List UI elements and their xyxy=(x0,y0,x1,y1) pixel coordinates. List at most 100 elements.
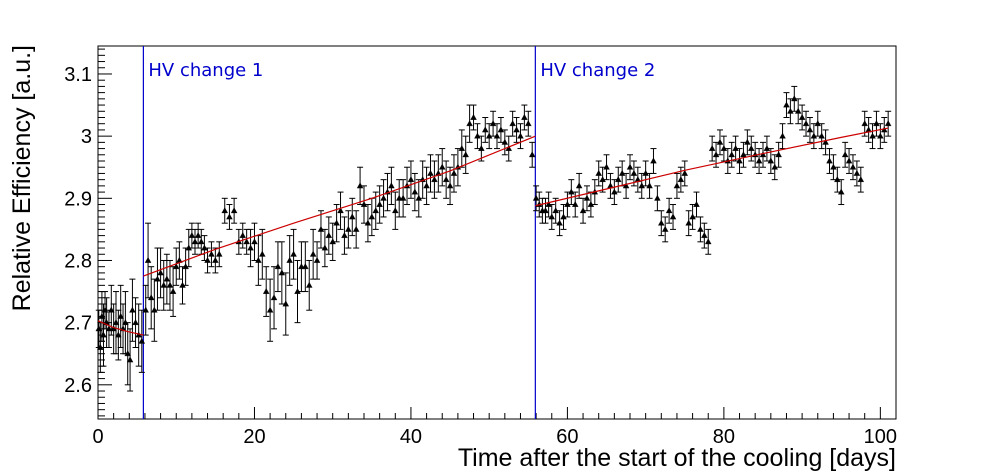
data-point-marker xyxy=(115,331,122,338)
data-point-marker xyxy=(294,288,301,294)
data-point-marker xyxy=(204,256,211,263)
data-point-marker xyxy=(126,356,134,363)
data-point-marker xyxy=(701,232,708,238)
data-point-marker xyxy=(834,176,841,183)
data-point-marker xyxy=(198,238,205,245)
data-point-marker xyxy=(783,101,790,108)
data-point-marker xyxy=(478,145,485,151)
data-point-marker xyxy=(861,120,868,127)
data-point-marker xyxy=(255,256,262,263)
data-point-marker xyxy=(388,182,395,189)
data-point-marker xyxy=(157,269,164,276)
data-point-marker xyxy=(509,120,516,127)
x-tick-label: 60 xyxy=(556,426,578,448)
y-tick-label: 3 xyxy=(81,126,92,148)
data-point-marker xyxy=(266,306,274,313)
data-point-marker xyxy=(108,306,115,313)
data-point-marker xyxy=(849,163,857,170)
data-point-marker xyxy=(349,213,356,220)
data-point-marker xyxy=(646,182,653,189)
data-point-marker xyxy=(599,176,606,183)
data-point-marker xyxy=(368,213,376,220)
data-point-marker xyxy=(208,250,215,257)
data-point-marker xyxy=(274,263,282,270)
data-point-marker xyxy=(837,188,845,195)
data-point-marker xyxy=(513,126,520,133)
data-point-marker xyxy=(230,207,238,214)
data-point-marker xyxy=(884,120,892,127)
data-point-marker xyxy=(571,201,579,207)
data-point-marker xyxy=(282,300,290,307)
data-point-marker xyxy=(489,120,497,127)
data-point-marker xyxy=(117,312,124,319)
data-point-marker xyxy=(661,225,669,232)
data-point-marker xyxy=(767,157,775,164)
data-point-marker xyxy=(689,213,696,220)
data-point-marker xyxy=(431,176,438,183)
data-point-marker xyxy=(802,120,810,127)
data-point-marker xyxy=(798,113,806,120)
data-point-marker xyxy=(736,157,743,164)
data-point-marker xyxy=(172,263,180,270)
data-point-marker xyxy=(748,145,755,151)
data-point-marker xyxy=(124,350,131,357)
data-point-marker xyxy=(493,132,501,139)
data-point-marker xyxy=(673,182,681,189)
data-point-marker xyxy=(755,157,763,164)
data-point-marker xyxy=(239,232,246,238)
y-tick-label: 2.9 xyxy=(64,188,92,210)
data-point-marker xyxy=(450,169,458,176)
data-point-marker xyxy=(302,263,309,270)
data-point-marker xyxy=(708,145,716,151)
data-point-marker xyxy=(622,182,630,189)
data-point-marker xyxy=(226,213,233,220)
y-tick-label: 2.6 xyxy=(64,375,92,397)
data-point-marker xyxy=(521,113,528,120)
data-point-marker xyxy=(154,275,161,282)
data-point-marker xyxy=(466,120,473,127)
data-point-marker xyxy=(100,331,107,338)
data-point-marker xyxy=(160,281,167,288)
data-point-marker xyxy=(603,163,610,170)
data-point-marker xyxy=(626,163,634,170)
data-point-marker xyxy=(532,194,540,201)
data-point-marker xyxy=(681,169,689,176)
data-point-marker xyxy=(313,256,321,263)
data-point-marker xyxy=(147,294,155,301)
data-point-marker xyxy=(341,232,348,238)
data-point-marker xyxy=(144,256,152,263)
x-axis-label: Time after the start of the cooling [day… xyxy=(458,444,896,472)
data-point-marker xyxy=(438,163,446,170)
data-point-marker xyxy=(191,238,199,245)
data-point-marker xyxy=(251,238,258,245)
data-point-marker xyxy=(407,176,415,183)
x-tick-label: 0 xyxy=(92,426,103,448)
data-point-marker xyxy=(399,194,407,201)
data-point-marker xyxy=(822,138,829,145)
hv-change-label-1: HV change 1 xyxy=(148,60,263,81)
data-point-marker xyxy=(595,169,602,176)
fit-line-3 xyxy=(535,127,889,207)
data-point-marker xyxy=(446,182,454,189)
data-point-marker xyxy=(697,225,704,232)
data-point-marker xyxy=(415,194,423,201)
data-point-marker xyxy=(305,281,313,288)
data-point-marker xyxy=(818,132,825,139)
data-point-marker xyxy=(216,250,223,257)
data-point-marker xyxy=(716,138,724,145)
data-point-marker xyxy=(575,182,583,189)
data-point-marker xyxy=(352,225,360,232)
fit-line-1 xyxy=(97,320,144,336)
data-point-marker xyxy=(583,194,591,201)
data-point-marker xyxy=(129,306,136,313)
data-point-marker xyxy=(372,207,379,214)
data-point-marker xyxy=(364,219,372,226)
data-point-marker xyxy=(665,207,673,214)
data-point-marker xyxy=(212,256,219,263)
data-point-marker xyxy=(151,306,158,313)
data-point-marker xyxy=(482,126,489,133)
data-point-marker xyxy=(704,238,712,245)
data-point-marker xyxy=(290,250,297,257)
